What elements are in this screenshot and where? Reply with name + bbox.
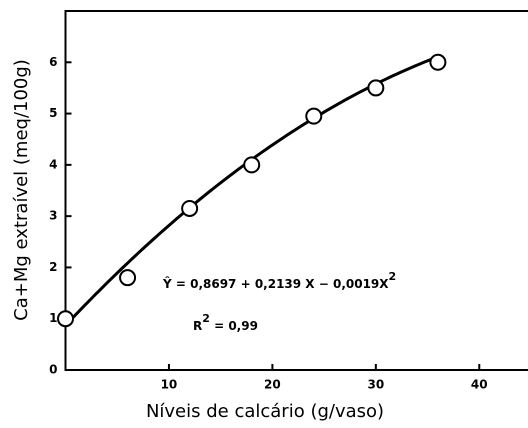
- data-point: [367, 79, 385, 97]
- data-point: [57, 310, 74, 328]
- y-tick-label: 2: [49, 260, 57, 274]
- data-point: [119, 269, 137, 287]
- x-tick-label: 40: [471, 378, 488, 392]
- equation: Ŷ = 0,8697 + 0,2139 X − 0,0019X2: [162, 270, 396, 291]
- x-axis-title: Níveis de calcário (g/vaso): [146, 401, 384, 422]
- x-tick-label: 20: [264, 378, 281, 392]
- x-tick-label: 10: [161, 378, 178, 392]
- r2-prefix: R: [193, 319, 202, 333]
- y-tick-label: 6: [49, 55, 57, 69]
- r-squared: R2 = 0,99: [193, 312, 258, 333]
- y-tick-label: 3: [49, 209, 57, 223]
- y-tick-label: 4: [49, 157, 57, 171]
- data-point: [243, 156, 261, 174]
- y-tick-label: 0: [49, 363, 57, 377]
- equation-sup: 2: [389, 270, 397, 283]
- data-point: [429, 53, 447, 71]
- y-tick-label: 5: [49, 106, 57, 120]
- data-point: [305, 107, 323, 125]
- r2-sup: 2: [202, 312, 210, 325]
- x-tick-label: 30: [367, 378, 384, 392]
- data-point: [181, 199, 199, 217]
- equation-text: Ŷ = 0,8697 + 0,2139 X − 0,0019X: [162, 276, 389, 291]
- plot-frame: [64, 10, 528, 371]
- y-axis-title: Ca+Mg extraível (meq/100g): [11, 59, 32, 321]
- y-tick-label: 1: [49, 311, 57, 325]
- r2-value: = 0,99: [210, 319, 258, 333]
